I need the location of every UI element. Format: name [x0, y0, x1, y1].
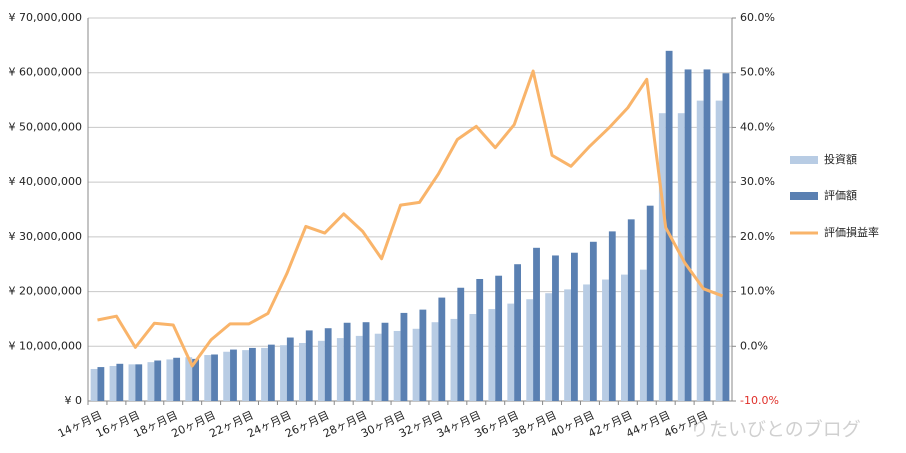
bar [608, 231, 616, 401]
bar [476, 278, 484, 401]
bar [261, 347, 268, 401]
bar [639, 269, 647, 401]
y-tick-label: ¥ 70,000,000 [9, 11, 82, 24]
bar [249, 347, 256, 401]
bar [658, 113, 666, 402]
bar [128, 364, 136, 401]
y2-tick-label: 40.0% [740, 120, 775, 133]
y2-tick-label: 20.0% [740, 230, 775, 243]
bar [722, 73, 730, 402]
watermark: りたいびとのブログ [690, 418, 861, 441]
bar [602, 279, 609, 401]
bar [627, 219, 635, 401]
bar [374, 333, 382, 401]
bar [355, 335, 363, 401]
bar [431, 322, 439, 401]
bar [109, 365, 117, 401]
bar [488, 309, 496, 401]
bar [393, 330, 401, 401]
legend-swatch [790, 156, 818, 164]
bar [469, 314, 477, 401]
bar [223, 351, 231, 401]
y-tick-label: ¥ 0 [65, 394, 83, 407]
bar [299, 343, 306, 401]
bar [267, 344, 275, 401]
y2-tick-label: 10.0% [740, 285, 775, 298]
y2-tick-label: 50.0% [740, 66, 775, 79]
y2-tick-label: 60.0% [740, 11, 775, 24]
bar [507, 303, 515, 401]
bar [286, 337, 294, 401]
y2-tick-label: 30.0% [740, 175, 775, 188]
bar [305, 330, 313, 401]
bar [621, 274, 628, 401]
legend-label: 評価損益率 [824, 225, 879, 239]
bar [324, 328, 332, 401]
bar [495, 275, 503, 401]
bar [533, 247, 540, 401]
bar [230, 349, 237, 401]
bar [583, 284, 590, 401]
bar [552, 255, 559, 401]
bar [589, 241, 597, 401]
bar [696, 100, 704, 402]
bar [419, 309, 427, 401]
bar [450, 318, 458, 401]
bar [438, 297, 446, 401]
y2-tick-label: 0.0% [740, 339, 768, 352]
bar [97, 367, 105, 401]
bar [571, 252, 578, 401]
bar [336, 338, 344, 401]
y-tick-label: ¥ 50,000,000 [9, 120, 82, 133]
bar [514, 264, 521, 401]
y-tick-label: ¥ 60,000,000 [9, 66, 82, 79]
bar [715, 100, 723, 402]
bar [564, 289, 571, 401]
y-tick-label: ¥ 10,000,000 [9, 339, 82, 352]
bar [280, 345, 287, 401]
y-tick-label: ¥ 40,000,000 [9, 175, 82, 188]
bar [646, 205, 654, 401]
legend-label: 投資額 [824, 152, 857, 166]
bar [412, 328, 420, 401]
bar [362, 322, 370, 401]
bar [116, 363, 124, 401]
bar [400, 312, 408, 401]
bar [90, 368, 98, 401]
bar [211, 354, 218, 401]
bar [526, 299, 534, 401]
bar [381, 322, 389, 401]
bar [457, 287, 465, 401]
bar [135, 364, 143, 401]
line [97, 69, 724, 368]
bar [204, 355, 212, 401]
bar [166, 359, 174, 401]
bar [343, 322, 351, 401]
y-tick-label: ¥ 30,000,000 [9, 230, 82, 243]
bar [703, 69, 711, 401]
legend-label: 評価額 [824, 188, 857, 202]
bar [665, 50, 673, 401]
bar [154, 360, 162, 401]
bar [185, 357, 193, 401]
bar [173, 357, 181, 401]
bar [192, 358, 199, 401]
bar [317, 340, 325, 401]
bar [684, 69, 692, 401]
bar [545, 293, 553, 401]
bar [147, 362, 155, 401]
legend-swatch [790, 192, 818, 200]
bar [242, 350, 249, 401]
y2-tick-label: -10.0% [740, 394, 779, 407]
y-tick-label: ¥ 20,000,000 [9, 285, 82, 298]
